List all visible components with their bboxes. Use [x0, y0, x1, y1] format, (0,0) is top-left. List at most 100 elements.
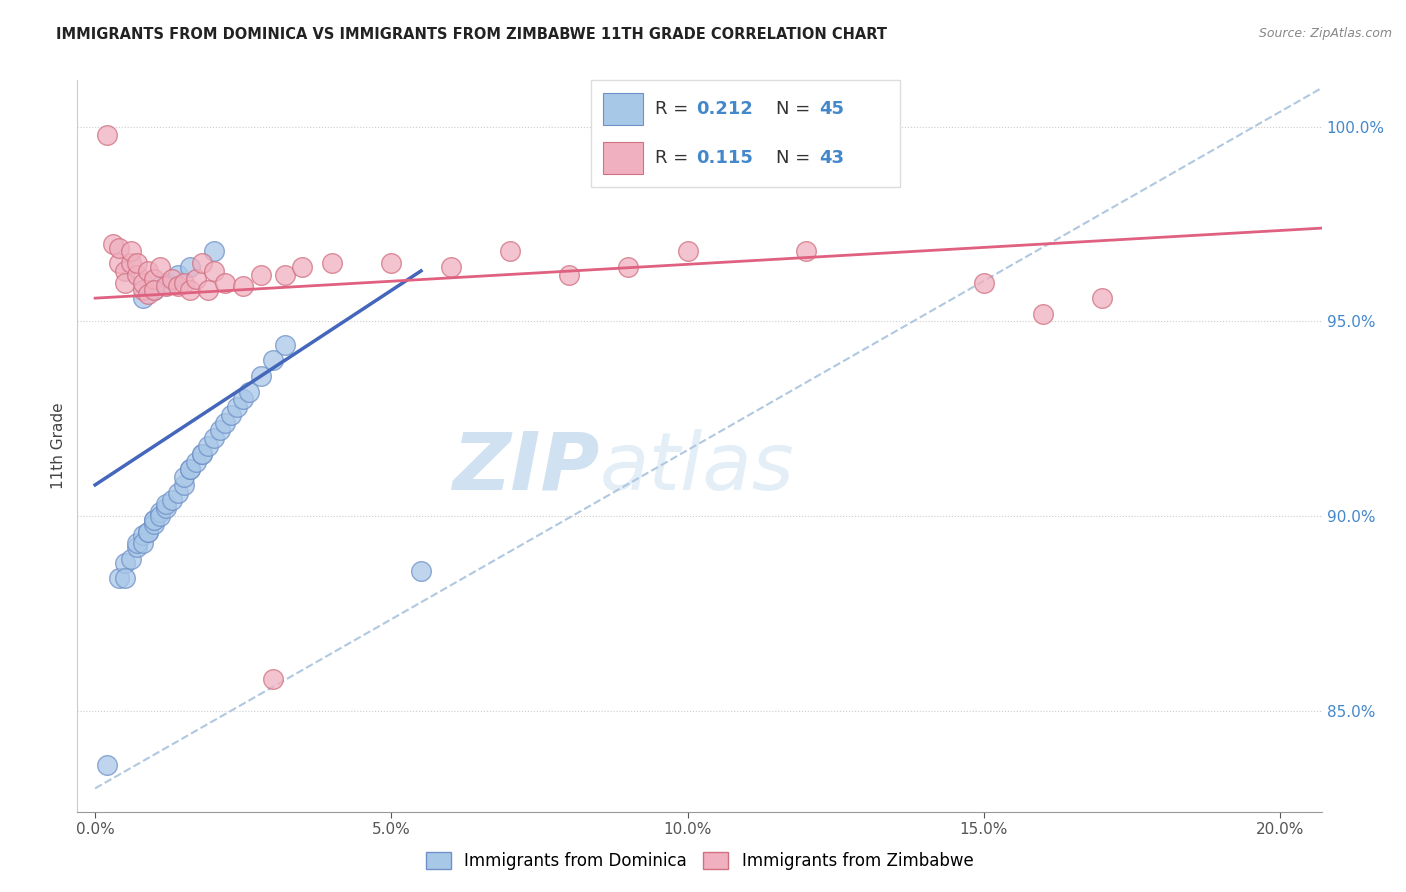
Point — [184, 271, 207, 285]
Point — [114, 264, 136, 278]
Point — [120, 256, 142, 270]
Text: 45: 45 — [820, 100, 845, 118]
Point — [250, 368, 273, 383]
FancyBboxPatch shape — [591, 80, 900, 187]
Text: Source: ZipAtlas.com: Source: ZipAtlas.com — [1258, 27, 1392, 40]
Point — [155, 279, 177, 293]
Point — [167, 279, 190, 293]
Point — [409, 564, 432, 578]
Point — [114, 571, 136, 585]
Point — [108, 571, 131, 585]
Point — [138, 264, 160, 278]
Point — [138, 524, 160, 539]
Point — [125, 256, 148, 270]
FancyBboxPatch shape — [603, 143, 643, 175]
Point — [232, 279, 254, 293]
Text: IMMIGRANTS FROM DOMINICA VS IMMIGRANTS FROM ZIMBABWE 11TH GRADE CORRELATION CHAR: IMMIGRANTS FROM DOMINICA VS IMMIGRANTS F… — [56, 27, 887, 42]
Point — [221, 408, 243, 422]
Point — [232, 392, 254, 407]
Point — [167, 485, 190, 500]
Point — [131, 284, 153, 298]
Point — [155, 497, 177, 511]
Text: N =: N = — [776, 150, 815, 168]
Point — [120, 551, 142, 566]
Point — [202, 244, 225, 259]
Y-axis label: 11th Grade: 11th Grade — [51, 402, 66, 490]
Point — [238, 384, 260, 399]
Point — [101, 236, 124, 251]
Text: N =: N = — [776, 100, 815, 118]
Point — [149, 509, 172, 524]
Point — [197, 439, 219, 453]
Text: ZIP: ZIP — [453, 429, 600, 507]
Point — [96, 758, 118, 772]
Point — [125, 268, 148, 282]
Point — [131, 528, 153, 542]
Point — [321, 256, 343, 270]
Point — [184, 454, 207, 468]
Point — [131, 536, 153, 550]
Point — [250, 268, 273, 282]
Point — [138, 287, 160, 301]
Point — [160, 271, 183, 285]
Point — [274, 268, 297, 282]
Text: 0.212: 0.212 — [696, 100, 752, 118]
Point — [1032, 307, 1054, 321]
Point — [226, 400, 249, 414]
Text: R =: R = — [655, 150, 695, 168]
Point — [191, 256, 214, 270]
Point — [191, 447, 214, 461]
Point — [173, 276, 195, 290]
Point — [274, 338, 297, 352]
Point — [149, 260, 172, 274]
Point — [143, 284, 166, 298]
Point — [143, 513, 166, 527]
Point — [214, 416, 236, 430]
Point — [291, 260, 314, 274]
Point — [131, 276, 153, 290]
Text: atlas: atlas — [600, 429, 794, 507]
Point — [179, 462, 201, 476]
Point — [208, 424, 231, 438]
Text: 43: 43 — [820, 150, 845, 168]
Point — [214, 276, 236, 290]
Point — [143, 516, 166, 531]
Point — [138, 524, 160, 539]
Point — [125, 540, 148, 554]
Point — [202, 264, 225, 278]
Point — [197, 284, 219, 298]
Point — [262, 353, 284, 368]
Point — [114, 556, 136, 570]
Point — [179, 260, 201, 274]
Legend: Immigrants from Dominica, Immigrants from Zimbabwe: Immigrants from Dominica, Immigrants fro… — [419, 845, 980, 877]
Point — [1091, 291, 1114, 305]
Point — [125, 536, 148, 550]
Point — [191, 447, 214, 461]
Point — [973, 276, 995, 290]
Point — [120, 244, 142, 259]
Text: 0.115: 0.115 — [696, 150, 752, 168]
Point — [380, 256, 402, 270]
Point — [676, 244, 699, 259]
Point — [440, 260, 463, 274]
Point — [155, 276, 177, 290]
Point — [558, 268, 581, 282]
Point — [155, 501, 177, 516]
Point — [173, 478, 195, 492]
Point — [173, 470, 195, 484]
Point — [108, 241, 131, 255]
Point — [143, 271, 166, 285]
Point — [499, 244, 522, 259]
Point — [143, 513, 166, 527]
Point — [794, 244, 817, 259]
Point — [167, 268, 190, 282]
Text: R =: R = — [655, 100, 695, 118]
Point — [179, 284, 201, 298]
Point — [160, 493, 183, 508]
Point — [262, 673, 284, 687]
Point — [179, 462, 201, 476]
Point — [114, 276, 136, 290]
Point — [131, 291, 153, 305]
Point — [617, 260, 640, 274]
Point — [108, 256, 131, 270]
